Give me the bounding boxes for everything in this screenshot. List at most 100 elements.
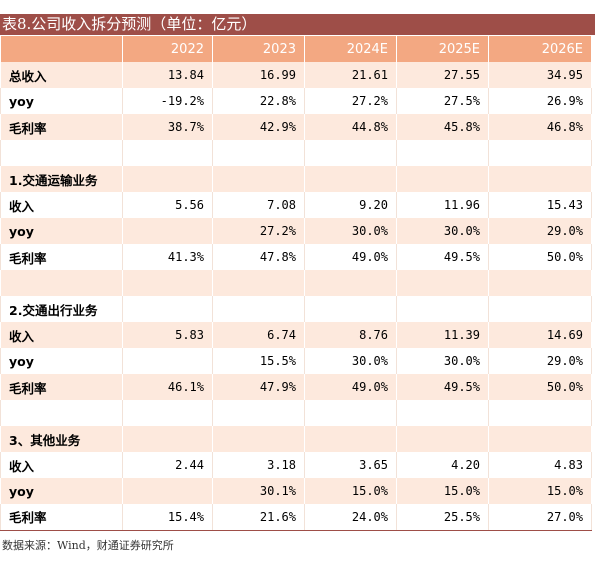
row-label (0, 400, 123, 426)
row-label: 毛利率 (0, 114, 123, 140)
table-cell: 15.43 (488, 192, 592, 218)
table-row: 毛利率 46.1% 47.9% 49.0% 49.5% 50.0% (0, 374, 592, 400)
row-label: yoy (0, 478, 123, 504)
table-cell: 5.83 (122, 322, 213, 348)
table-cell (212, 166, 305, 192)
table-cell (122, 478, 213, 504)
table-row (0, 270, 592, 296)
table-cell: 30.0% (396, 218, 489, 244)
table-cell: 27.2% (212, 218, 305, 244)
table-cell (122, 140, 213, 166)
source-note: 数据来源：Wind，财通证券研究所 (2, 539, 174, 552)
table-cell (122, 296, 213, 322)
header-cell: 2023 (212, 36, 305, 62)
table-cell: 46.1% (122, 374, 213, 400)
table-cell (304, 296, 397, 322)
table-cell (304, 166, 397, 192)
table-cell: 27.5% (396, 88, 489, 114)
table-cell: 15.4% (122, 504, 213, 531)
table-body: 总收入 13.84 16.99 21.61 27.55 34.95 yoy -19.2% 22.… (0, 62, 592, 531)
table-cell: 30.1% (212, 478, 305, 504)
table-cell: 30.0% (304, 218, 397, 244)
table-row (0, 140, 592, 166)
table-cell: 21.6% (212, 504, 305, 531)
table-cell: 29.0% (488, 348, 592, 374)
row-label: 毛利率 (0, 504, 123, 531)
table-cell: 6.74 (212, 322, 305, 348)
header-row: 2022 2023 2024E 2025E 2026E (0, 36, 592, 62)
table-cell: 3.18 (212, 452, 305, 478)
table-cell (488, 296, 592, 322)
table-row: yoy 30.1% 15.0% 15.0% 15.0% (0, 478, 592, 504)
table-cell (122, 270, 213, 296)
table-cell: 9.20 (304, 192, 397, 218)
row-label: yoy (0, 218, 123, 244)
table-row: 毛利率 41.3% 47.8% 49.0% 49.5% 50.0% (0, 244, 592, 270)
table-cell (304, 270, 397, 296)
table-cell: 44.8% (304, 114, 397, 140)
header-cell: 2022 (122, 36, 213, 62)
table-cell: 26.9% (488, 88, 592, 114)
table-cell: -19.2% (122, 88, 213, 114)
table-cell: 11.96 (396, 192, 489, 218)
table-cell (212, 140, 305, 166)
table-cell (396, 426, 489, 452)
table-cell: 42.9% (212, 114, 305, 140)
table-cell: 14.69 (488, 322, 592, 348)
table-cell (212, 270, 305, 296)
table-cell (396, 166, 489, 192)
table-cell (488, 400, 592, 426)
table-cell: 15.0% (488, 478, 592, 504)
table-cell: 24.0% (304, 504, 397, 531)
row-label: 收入 (0, 192, 123, 218)
table-cell: 38.7% (122, 114, 213, 140)
header-cell: 2026E (488, 36, 592, 62)
table-title: 表8.公司收入拆分预测（单位：亿元） (0, 14, 595, 35)
table: 2022 2023 2024E 2025E 2026E 总收入 13.84 16.99 21.… (0, 36, 592, 531)
header-cell (0, 36, 123, 62)
table-row: 毛利率 38.7% 42.9% 44.8% 45.8% 46.8% (0, 114, 592, 140)
row-label (0, 270, 123, 296)
table-row: 收入 2.44 3.18 3.65 4.20 4.83 (0, 452, 592, 478)
table-cell: 4.83 (488, 452, 592, 478)
table-cell: 46.8% (488, 114, 592, 140)
table-cell: 5.56 (122, 192, 213, 218)
table-row: 总收入 13.84 16.99 21.61 27.55 34.95 (0, 62, 592, 88)
table-cell (396, 296, 489, 322)
table-cell (212, 426, 305, 452)
table-cell: 47.9% (212, 374, 305, 400)
row-label: 3、其他业务 (0, 426, 123, 452)
table-cell: 27.55 (396, 62, 489, 88)
table-cell: 15.5% (212, 348, 305, 374)
table-cell: 30.0% (396, 348, 489, 374)
table-cell (304, 140, 397, 166)
table-cell: 27.0% (488, 504, 592, 531)
table-row: 毛利率 15.4% 21.6% 24.0% 25.5% 27.0% (0, 504, 592, 531)
row-label: 2.交通出行业务 (0, 296, 123, 322)
header-cell: 2025E (396, 36, 489, 62)
table-cell: 50.0% (488, 244, 592, 270)
table-cell (212, 400, 305, 426)
row-label: 毛利率 (0, 244, 123, 270)
row-label: 总收入 (0, 62, 123, 88)
table-cell (396, 270, 489, 296)
row-label: 1.交通运输业务 (0, 166, 123, 192)
table-cell: 49.0% (304, 374, 397, 400)
table-cell: 50.0% (488, 374, 592, 400)
table-row: 收入 5.56 7.08 9.20 11.96 15.43 (0, 192, 592, 218)
table-cell: 15.0% (304, 478, 397, 504)
table-cell (122, 166, 213, 192)
table-cell: 30.0% (304, 348, 397, 374)
row-label: 收入 (0, 452, 123, 478)
table-row: 3、其他业务 (0, 426, 592, 452)
table-cell: 4.20 (396, 452, 489, 478)
table-cell: 22.8% (212, 88, 305, 114)
table-cell: 11.39 (396, 322, 489, 348)
table-row: 1.交通运输业务 (0, 166, 592, 192)
row-label: 毛利率 (0, 374, 123, 400)
table-row: 2.交通出行业务 (0, 296, 592, 322)
table-row: yoy 15.5% 30.0% 30.0% 29.0% (0, 348, 592, 374)
table-cell (122, 400, 213, 426)
row-label (0, 140, 123, 166)
